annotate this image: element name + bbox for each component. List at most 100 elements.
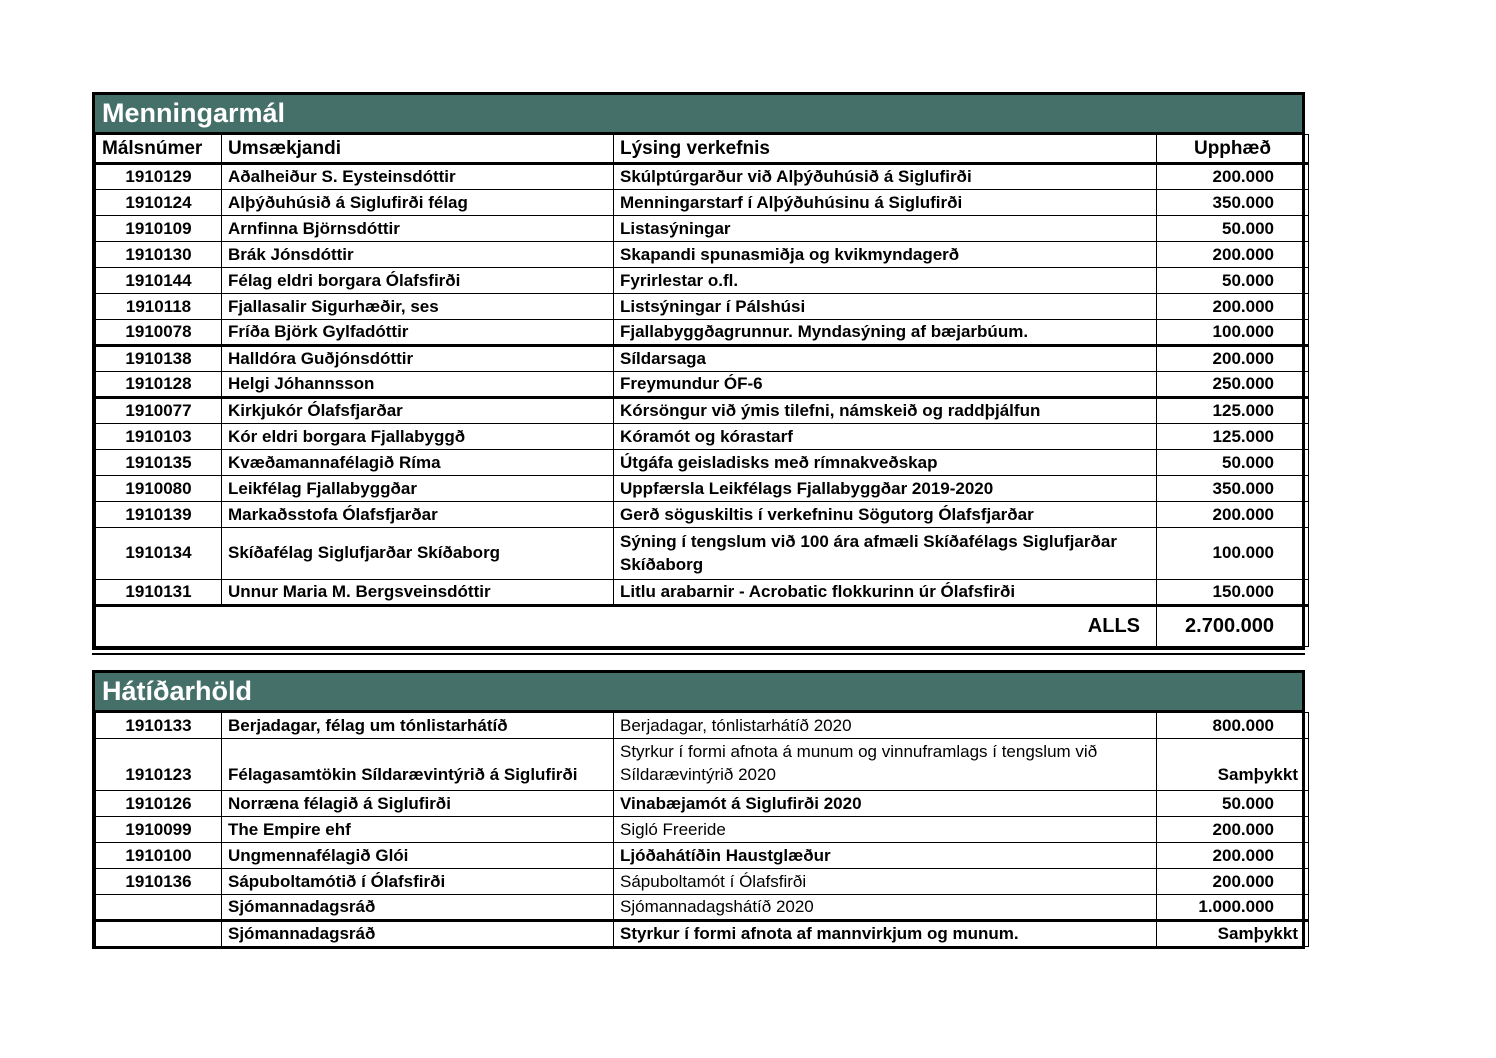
- project-description-cell: Fjallabyggðagrunnur. Myndasýning af bæja…: [613, 319, 1157, 347]
- table-row: Sjómannadagsráð Styrkur í formi afnota af…: [95, 920, 1309, 947]
- table-row: 1910124 Alþýðuhúsið á Siglufirði félag Men…: [95, 189, 1309, 216]
- case-number-cell: 1910103: [95, 423, 222, 450]
- table-row: 1910080 Leikfélag Fjallabyggðar Uppfærsla …: [95, 475, 1309, 502]
- amount-cell: 350.000: [1156, 189, 1309, 216]
- case-number-cell: 1910099: [95, 816, 222, 843]
- table-row: 1910138 Halldóra Guðjónsdóttir Síldarsaga 2…: [95, 345, 1309, 372]
- applicant-cell: Berjadagar, félag um tónlistarhátíð: [221, 712, 614, 739]
- applicant-cell: Kvæðamannafélagið Ríma: [221, 449, 614, 476]
- project-description-cell: Kóramót og kórastarf: [613, 423, 1157, 450]
- applicant-cell: Kirkjukór Ólafsfjarðar: [221, 397, 614, 424]
- applicant-cell: Kór eldri borgara Fjallabyggð: [221, 423, 614, 450]
- table-row: 1910131 Unnur Maria M. Bergsveinsdóttir Li…: [95, 579, 1309, 606]
- project-description-cell: Menningarstarf í Alþýðuhúsinu á Siglufir…: [613, 189, 1157, 216]
- amount-cell: 50.000: [1156, 790, 1309, 817]
- applicant-cell: Félag eldri borgara Ólafsfirði: [221, 267, 614, 294]
- amount-cell: 50.000: [1156, 215, 1309, 242]
- table-row: 1910077 Kirkjukór Ólafsfjarðar Kórsöngur v…: [95, 397, 1309, 424]
- applicant-cell: Sápuboltamótið í Ólafsfirði: [221, 868, 614, 895]
- project-description-cell: Listsýningar í Pálshúsi: [613, 293, 1157, 320]
- project-description-cell: Styrkur í formi afnota á munum og vinnuf…: [613, 738, 1157, 791]
- project-description-cell: Kórsöngur við ýmis tilefni, námskeið og …: [613, 397, 1157, 424]
- case-number-cell: 1910080: [95, 475, 222, 502]
- amount-cell: 800.000: [1156, 712, 1309, 739]
- project-description-cell: Freymundur ÓF-6: [613, 371, 1157, 399]
- applicant-cell: Fríða Björk Gylfadóttir: [221, 319, 614, 347]
- total-value: 2.700.000: [1156, 604, 1309, 647]
- applicant-cell: Ungmennafélagið Glói: [221, 842, 614, 869]
- amount-cell: 200.000: [1156, 501, 1309, 528]
- table-row: 1910139 Markaðsstofa Ólafsfjarðar Gerð sög…: [95, 501, 1309, 528]
- project-description-cell: Sýning í tengslum við 100 ára afmæli Skí…: [613, 527, 1157, 580]
- applicant-cell: The Empire ehf: [221, 816, 614, 843]
- amount-cell: 150.000: [1156, 579, 1309, 606]
- case-number-cell: 1910078: [95, 319, 222, 347]
- case-number-cell: 1910124: [95, 189, 222, 216]
- grants-table: Málsnúmer Umsækjandi Lýsing verkefnis Up…: [95, 134, 1309, 647]
- project-description-cell: Fyrirlestar o.fl.: [613, 267, 1157, 294]
- project-description-cell: Sápuboltamót í Ólafsfirði: [613, 868, 1157, 895]
- amount-cell: 125.000: [1156, 397, 1309, 424]
- project-description-cell: Uppfærsla Leikfélags Fjallabyggðar 2019-…: [613, 475, 1157, 502]
- table-row: 1910134 Skíðafélag Siglufjarðar Skíðaborg…: [95, 527, 1309, 580]
- amount-cell: 350.000: [1156, 475, 1309, 502]
- table-row: 1910123 Félagasamtökin Síldarævintýrið á …: [95, 738, 1309, 791]
- case-number-cell: 1910136: [95, 868, 222, 895]
- amount-cell: Samþykkt: [1156, 920, 1309, 947]
- applicant-cell: Arnfinna Björnsdóttir: [221, 215, 614, 242]
- header-row: Málsnúmer Umsækjandi Lýsing verkefnis Up…: [95, 134, 1309, 165]
- table-row: 1910100 Ungmennafélagið Glói Ljóðahátíðin …: [95, 842, 1309, 869]
- amount-cell: 200.000: [1156, 241, 1309, 268]
- table-row: 1910103 Kór eldri borgara Fjallabyggð Kóra…: [95, 423, 1309, 450]
- project-description-cell: Sjómannadagshátíð 2020: [613, 894, 1157, 922]
- case-number-cell: 1910118: [95, 293, 222, 320]
- table-hatidarhold: Hátíðarhöld 1910133 Berjadagar, félag um …: [92, 670, 1309, 949]
- project-description-cell: Styrkur í formi afnota af mannvirkjum og…: [613, 920, 1157, 947]
- amount-cell: 200.000: [1156, 816, 1309, 843]
- case-number-cell: 1910077: [95, 397, 222, 424]
- applicant-cell: Norræna félagið á Siglufirði: [221, 790, 614, 817]
- case-number-cell: 1910109: [95, 215, 222, 242]
- table-row: 1910099 The Empire ehf Sigló Freeride 200.0…: [95, 816, 1309, 843]
- amount-cell: 200.000: [1156, 842, 1309, 869]
- amount-cell: 1.000.000: [1156, 894, 1309, 922]
- amount-cell: 100.000: [1156, 319, 1309, 347]
- table-row: 1910135 Kvæðamannafélagið Ríma Útgáfa geis…: [95, 449, 1309, 476]
- amount-cell: 200.000: [1156, 868, 1309, 895]
- applicant-cell: Félagasamtökin Síldarævintýrið á Siglufi…: [221, 738, 614, 791]
- project-description-cell: Útgáfa geisladisks með rímnakveðskap: [613, 449, 1157, 476]
- applicant-cell: Unnur Maria M. Bergsveinsdóttir: [221, 579, 614, 606]
- section-title: Menningarmál: [95, 95, 1302, 134]
- case-number-cell: 1910139: [95, 501, 222, 528]
- column-header-applicant: Umsækjandi: [221, 134, 614, 165]
- project-description-cell: Listasýningar: [613, 215, 1157, 242]
- case-number-cell: 1910133: [95, 712, 222, 739]
- project-description-cell: Berjadagar, tónlistarhátíð 2020: [613, 712, 1157, 739]
- table-row: 1910109 Arnfinna Björnsdóttir Listasýninga…: [95, 215, 1309, 242]
- project-description-cell: Sigló Freeride: [613, 816, 1157, 843]
- table-row: 1910136 Sápuboltamótið í Ólafsfirði Sápubo…: [95, 868, 1309, 895]
- case-number-cell: 1910126: [95, 790, 222, 817]
- project-description-cell: Síldarsaga: [613, 345, 1157, 372]
- amount-cell: 200.000: [1156, 293, 1309, 320]
- case-number-cell: 1910100: [95, 842, 222, 869]
- applicant-cell: Skíðafélag Siglufjarðar Skíðaborg: [221, 527, 614, 580]
- case-number-cell: 1910144: [95, 267, 222, 294]
- applicant-cell: Alþýðuhúsið á Siglufirði félag: [221, 189, 614, 216]
- grants-table: 1910133 Berjadagar, félag um tónlistarhát…: [95, 712, 1309, 947]
- applicant-cell: Aðalheiður S. Eysteinsdóttir: [221, 163, 614, 190]
- applicant-cell: Sjómannadagsráð: [221, 920, 614, 947]
- project-description-cell: Litlu arabarnir - Acrobatic flokkurinn ú…: [613, 579, 1157, 606]
- amount-cell: 200.000: [1156, 163, 1309, 190]
- project-description-cell: Skapandi spunasmiðja og kvikmyndagerð: [613, 241, 1157, 268]
- total-label: ALLS: [95, 604, 1157, 647]
- column-header-amount: Upphæð: [1156, 134, 1309, 165]
- table-row: 1910118 Fjallasalir Sigurhæðir, ses Listsý…: [95, 293, 1309, 320]
- column-header-case-number: Málsnúmer: [95, 134, 222, 165]
- column-header-project-description: Lýsing verkefnis: [613, 134, 1157, 165]
- case-number-cell: [95, 894, 222, 922]
- case-number-cell: 1910135: [95, 449, 222, 476]
- total-row: ALLS 2.700.000: [95, 604, 1309, 647]
- applicant-cell: Markaðsstofa Ólafsfjarðar: [221, 501, 614, 528]
